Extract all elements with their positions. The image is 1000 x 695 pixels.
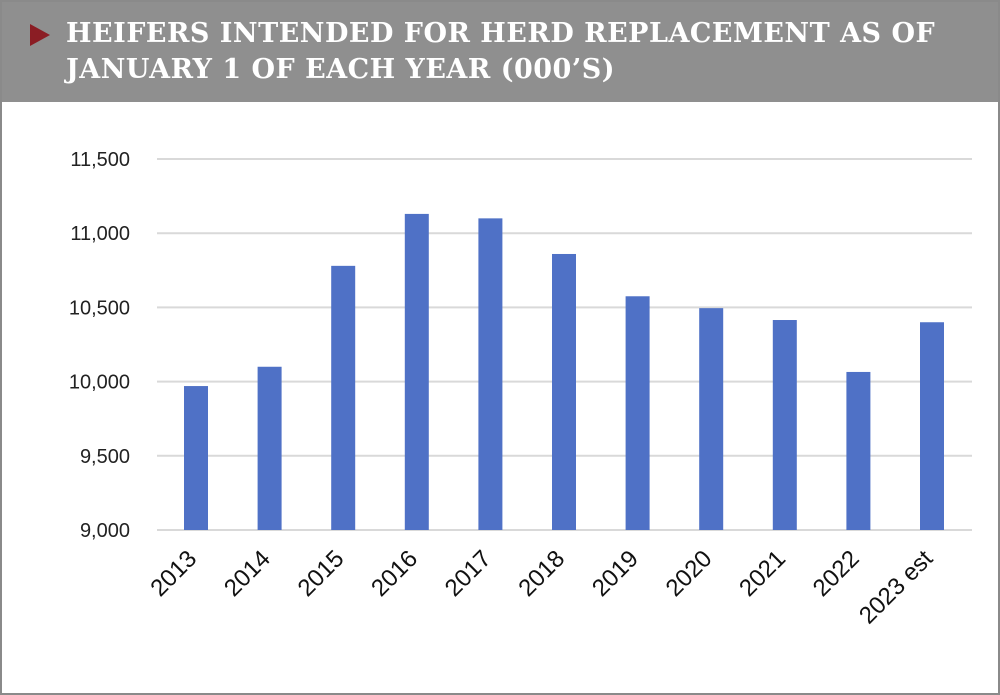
x-tick-label: 2020 <box>661 545 718 602</box>
bar <box>625 296 650 530</box>
y-axis-tick-labels: 9,000 9,500 10,000 10,500 11,000 11,500 <box>69 149 130 542</box>
y-tick-label: 9,500 <box>80 446 130 468</box>
x-tick-label: 2014 <box>219 545 276 602</box>
bar <box>920 322 944 530</box>
bar <box>184 386 208 530</box>
bar <box>846 371 871 530</box>
y-tick-label: 10,500 <box>69 297 130 319</box>
x-tick-label: 2017 <box>440 545 497 602</box>
chart-title: HEIFERS INTENDED FOR HERD REPLACEMENT AS… <box>66 18 936 85</box>
x-tick-label: 2021 <box>734 545 791 602</box>
y-tick-label: 11,000 <box>70 223 130 245</box>
bar <box>478 218 503 531</box>
bar <box>404 213 429 530</box>
x-tick-label: 2013 <box>145 545 202 602</box>
x-tick-label: 2022 <box>808 545 865 602</box>
bar <box>699 308 724 530</box>
bar <box>772 320 797 530</box>
x-tick-label: 2015 <box>293 545 350 602</box>
x-tick-label: 2018 <box>513 545 570 602</box>
bars <box>184 213 944 531</box>
bar <box>552 253 576 530</box>
y-tick-label: 11,500 <box>70 149 130 171</box>
x-axis-tick-labels: 2013 2014 2015 2016 2017 2018 2019 2020 2021 2022… <box>145 545 938 629</box>
y-tick-label: 9,000 <box>80 520 130 542</box>
x-tick-label: 2023 est <box>854 545 938 629</box>
bar <box>331 265 356 530</box>
x-tick-label: 2016 <box>366 545 423 602</box>
chart-header: HEIFERS INTENDED FOR HERD REPLACEMENT AS… <box>2 2 998 102</box>
y-tick-label: 10,000 <box>69 372 130 394</box>
triangle-right-icon <box>30 24 50 46</box>
bar <box>257 366 282 530</box>
x-tick-label: 2019 <box>587 545 644 602</box>
